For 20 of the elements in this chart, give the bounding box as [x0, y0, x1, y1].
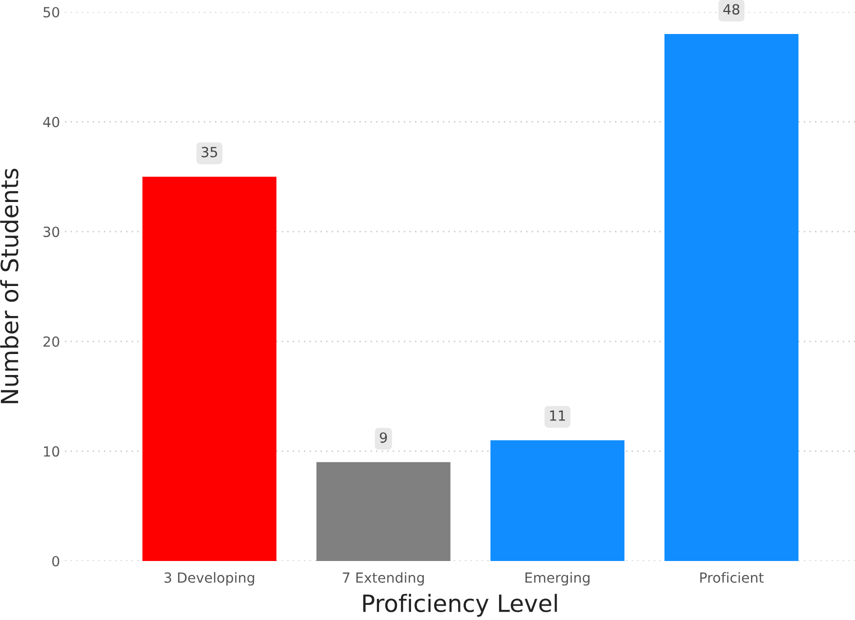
- data-label: 11: [550, 410, 565, 421]
- bar: [142, 176, 276, 561]
- x-tick-label: Emerging: [526, 572, 590, 586]
- data-label: 48: [723, 4, 740, 15]
- x-tick-label: 7 Extending: [342, 572, 424, 586]
- x-tick-label: 3 Developing: [164, 572, 254, 586]
- data-label: 35: [202, 146, 218, 158]
- x-axis-title: Proficiency Level: [363, 594, 557, 617]
- y-axis-title: Number of Students: [0, 168, 18, 404]
- y-tick-label: 30: [44, 226, 60, 238]
- y-tick-label: 10: [44, 446, 60, 457]
- y-tick-label: 0: [52, 556, 60, 566]
- bar: [664, 34, 798, 561]
- bar: [490, 440, 624, 561]
- y-tick-label: 40: [43, 116, 60, 128]
- data-label: 9: [380, 432, 387, 443]
- y-tick-label: 50: [44, 6, 60, 18]
- bar: [316, 462, 450, 561]
- y-tick-label: 20: [43, 336, 60, 347]
- x-tick-label: Proficient: [700, 572, 764, 583]
